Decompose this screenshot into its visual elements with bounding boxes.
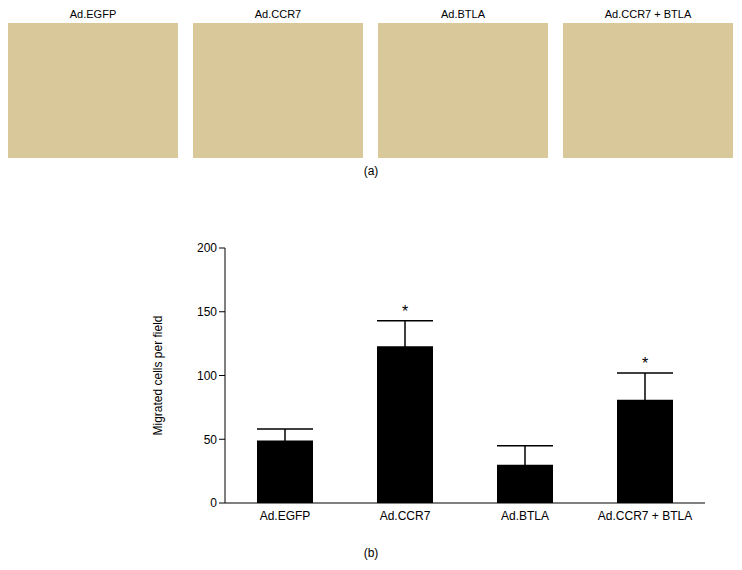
svg-text:Ad.EGFP: Ad.EGFP [260, 509, 311, 523]
svg-text:100: 100 [197, 369, 217, 383]
svg-text:*: * [642, 355, 648, 372]
html-text:(a): (a) [363, 164, 379, 178]
svg-text:Ad.BTLA: Ad.BTLA [501, 509, 549, 523]
svg-text:150: 150 [197, 305, 217, 319]
svg-text:0: 0 [210, 496, 217, 510]
svg-text:50: 50 [204, 433, 218, 447]
html-text:Ad.BTLA: Ad.BTLA [441, 8, 485, 20]
svg-text:200: 200 [197, 241, 217, 255]
html-text:Ad.CCR7: Ad.CCR7 [254, 8, 302, 20]
svg-text:Migrated cells per field: Migrated cells per field [151, 315, 165, 435]
svg-text:*: * [402, 303, 408, 320]
html-text:Ad.EGFP: Ad.EGFP [69, 8, 117, 20]
html-text:Ad.CCR7 + BTLA: Ad.CCR7 + BTLA [604, 8, 692, 20]
svg-text:Ad.CCR7: Ad.CCR7 [380, 509, 431, 523]
html-text:(b): (b) [363, 546, 379, 560]
svg-text:Ad.CCR7 + BTLA: Ad.CCR7 + BTLA [598, 509, 692, 523]
